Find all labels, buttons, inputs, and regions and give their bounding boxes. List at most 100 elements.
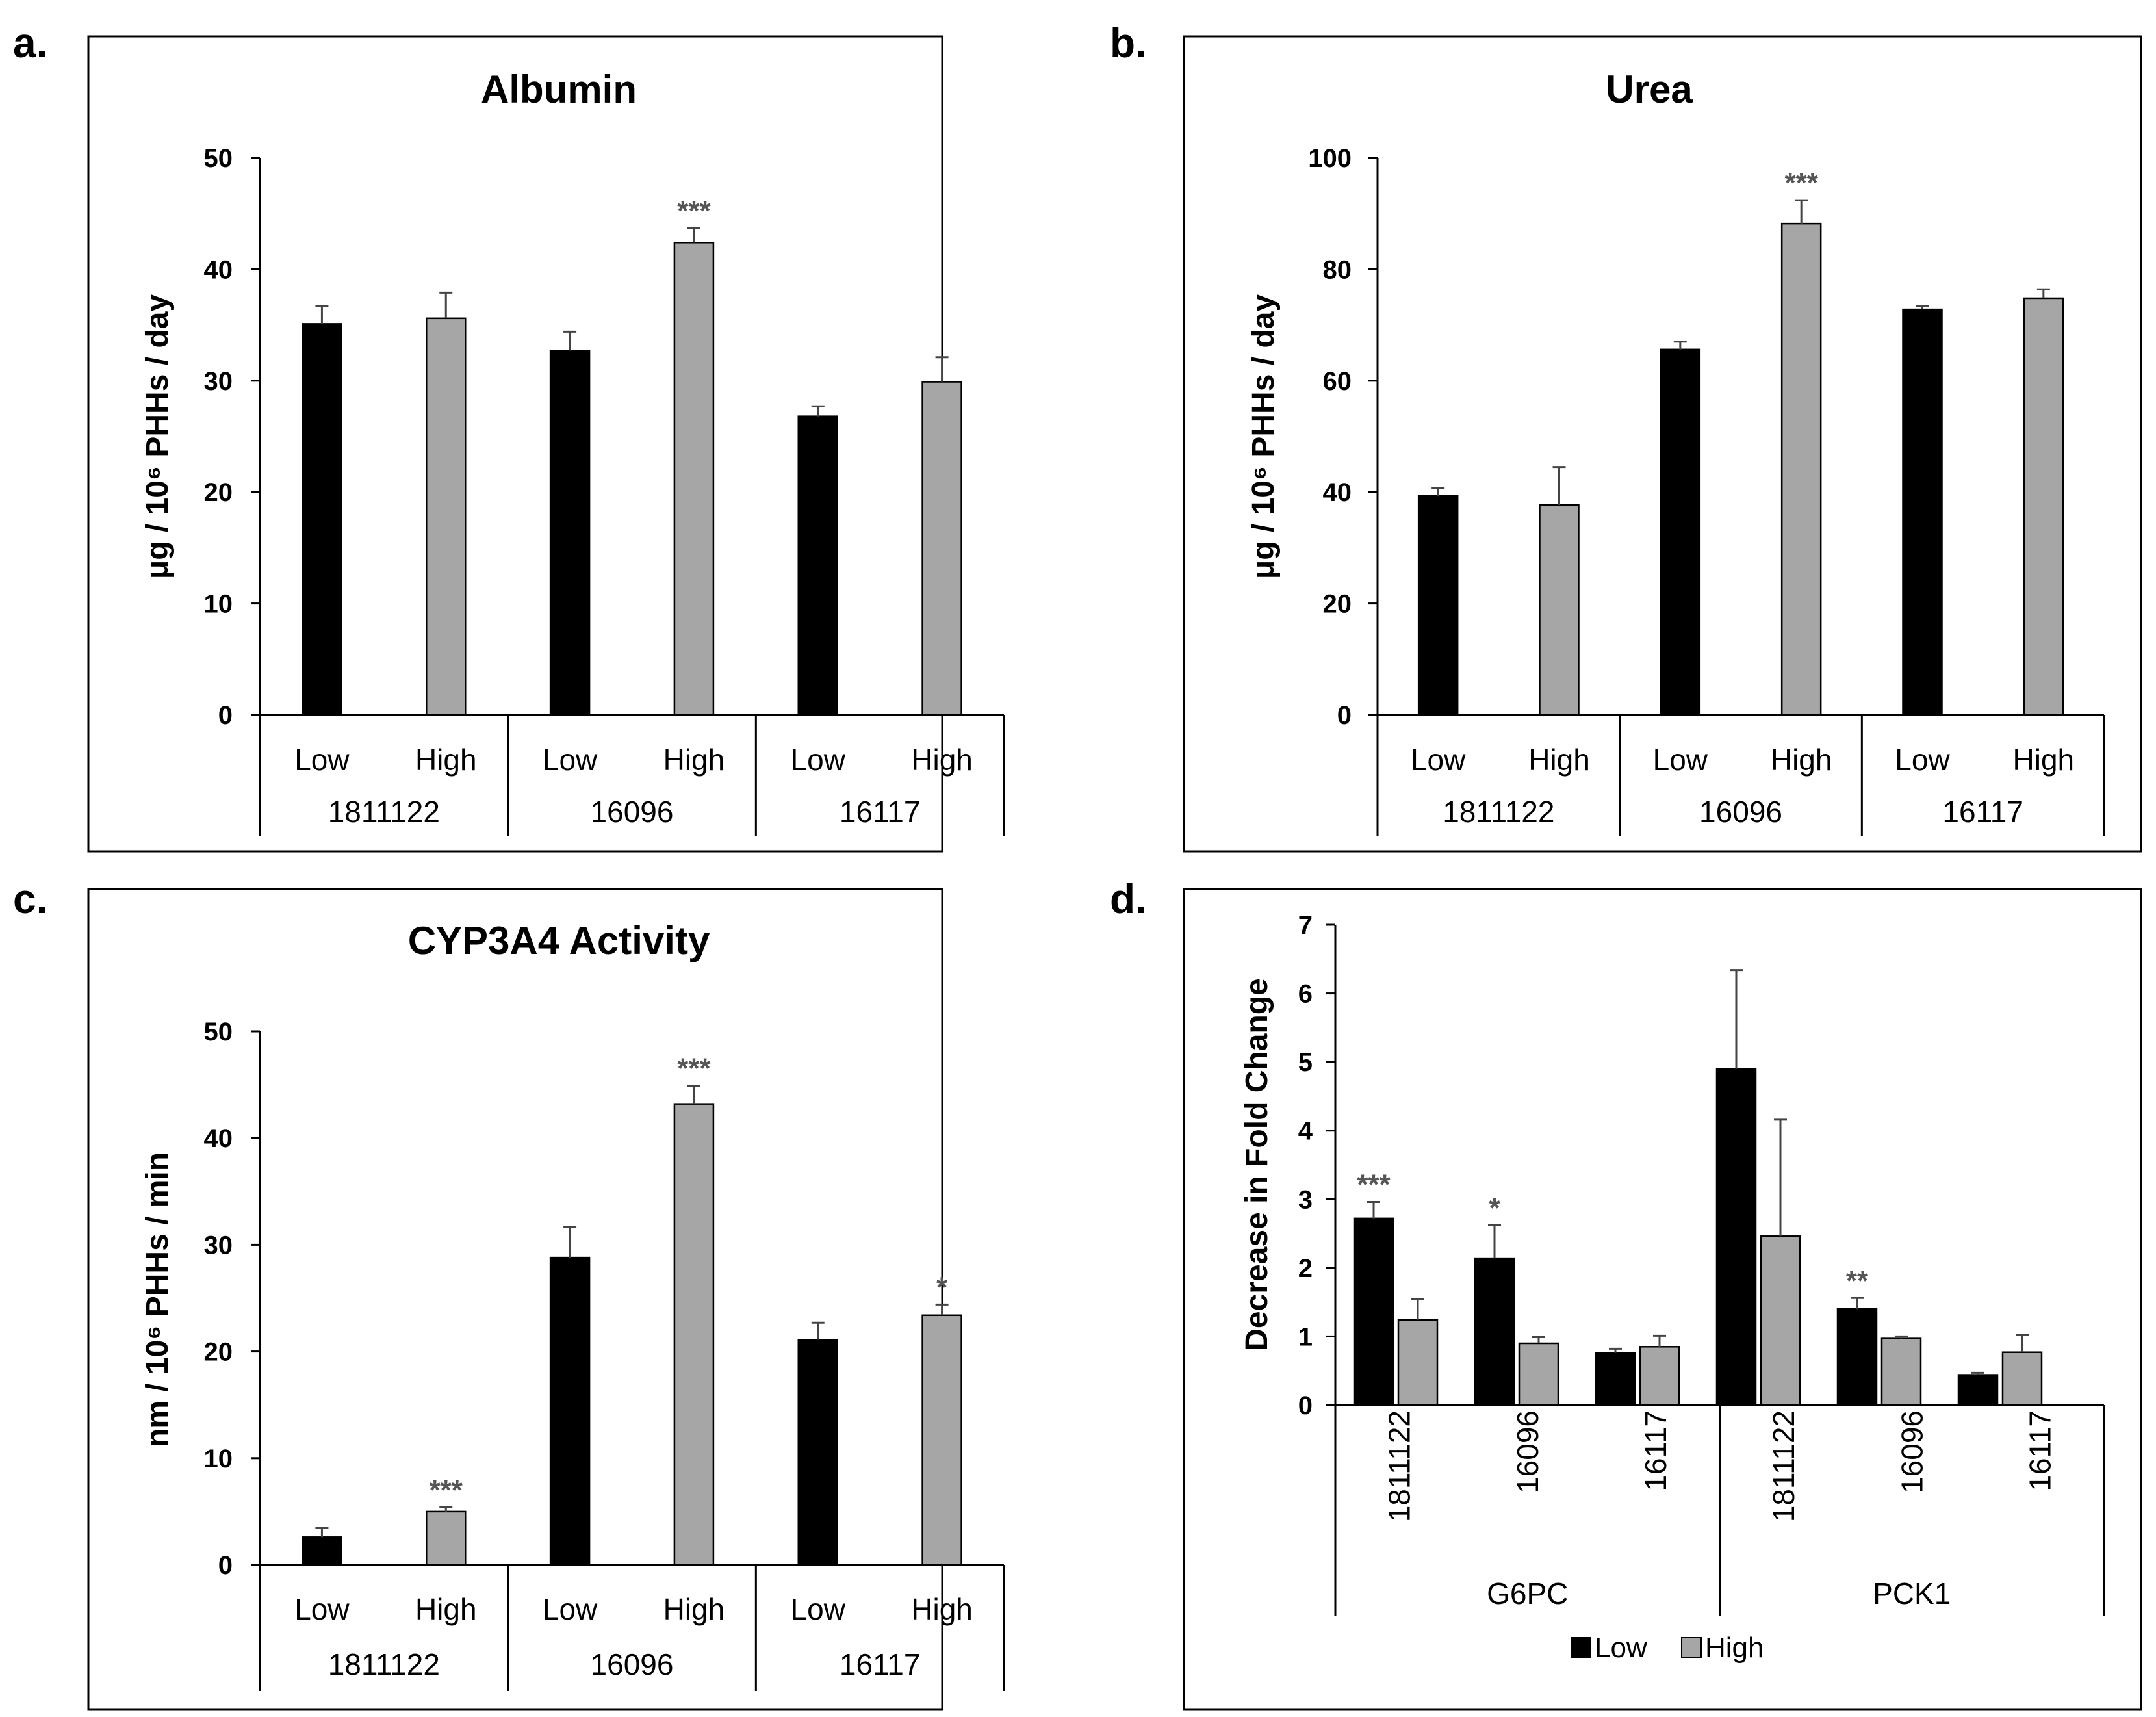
bar-low xyxy=(1474,1257,1515,1406)
bar-high xyxy=(1518,1342,1559,1406)
y-tick-label: 10 xyxy=(204,1445,233,1473)
category-label: High xyxy=(1528,743,1590,777)
y-tick-label: 20 xyxy=(1323,590,1352,619)
y-axis-label: nm / 10⁶ PHHs / min xyxy=(140,1152,175,1447)
bar-high xyxy=(1880,1337,1922,1406)
group-label: PCK1 xyxy=(1873,1577,1951,1610)
chart-title: Albumin xyxy=(481,68,637,111)
y-tick-label: 4 xyxy=(1298,1117,1313,1146)
bar-high xyxy=(1780,222,1822,716)
y-tick-label: 50 xyxy=(204,1018,233,1046)
category-label: Low xyxy=(1653,743,1708,777)
category-label: Low xyxy=(1895,743,1950,777)
group-label: 16117 xyxy=(1942,795,2023,829)
category-label: 16096 xyxy=(1895,1410,1929,1493)
significance-marker: ** xyxy=(1846,1265,1869,1297)
y-tick-label: 40 xyxy=(1323,478,1352,507)
category-label: 16117 xyxy=(2023,1410,2057,1491)
y-tick-label: 0 xyxy=(1337,701,1352,730)
category-label: High xyxy=(911,743,973,777)
category-label: High xyxy=(663,1592,725,1626)
y-tick-label: 50 xyxy=(204,144,233,173)
y-tick-label: 1 xyxy=(1298,1323,1313,1351)
category-label: Low xyxy=(791,1592,846,1626)
significance-marker: *** xyxy=(677,1053,711,1085)
bar-low xyxy=(1417,495,1459,716)
y-tick-label: 0 xyxy=(1298,1391,1313,1420)
y-tick-label: 60 xyxy=(1323,367,1352,396)
y-axis-label: μg / 10⁶ PHHs / day xyxy=(140,294,175,580)
bar-high xyxy=(1397,1319,1439,1406)
bar-high xyxy=(426,317,467,716)
bar-low xyxy=(1715,1068,1757,1406)
legend-swatch-low xyxy=(1571,1637,1591,1658)
group-label: 16117 xyxy=(840,1647,921,1681)
significance-marker: *** xyxy=(1357,1169,1391,1201)
panel-letter: d. xyxy=(1110,875,1147,922)
bar-low xyxy=(302,323,342,716)
bar-high xyxy=(426,1510,467,1566)
group-label: 1811122 xyxy=(328,795,440,829)
group-label: G6PC xyxy=(1487,1577,1568,1610)
chart-panel-1: a. Albumin 0 10 20 30 40 50 μg / 10⁶ PHHs / day *… xyxy=(13,19,1005,853)
category-label: Low xyxy=(294,743,350,777)
bar-low xyxy=(549,1256,591,1566)
bar-high xyxy=(1539,504,1580,716)
bar-low xyxy=(797,415,838,716)
panel-letter: c. xyxy=(13,875,47,922)
bar-low xyxy=(1957,1374,1999,1406)
category-label: Low xyxy=(1411,743,1466,777)
legend-label: Low xyxy=(1595,1632,1647,1664)
bar-low xyxy=(1836,1308,1878,1406)
y-tick-label: 30 xyxy=(204,367,233,396)
group-label: 1811122 xyxy=(328,1647,440,1681)
significance-marker: * xyxy=(1489,1192,1500,1224)
significance-marker: * xyxy=(936,1271,948,1303)
bar-high xyxy=(921,381,962,716)
y-tick-label: 3 xyxy=(1298,1185,1313,1214)
legend-swatch-high xyxy=(1681,1637,1702,1658)
bar-low xyxy=(1660,348,1701,716)
category-label: Low xyxy=(294,1592,350,1626)
y-tick-label: 30 xyxy=(204,1231,233,1259)
category-label: High xyxy=(911,1592,973,1626)
group-label: 16117 xyxy=(840,795,921,829)
group-label: 16096 xyxy=(591,795,674,829)
bar-high xyxy=(1639,1346,1680,1406)
panel-frame xyxy=(87,888,943,1711)
category-label: 1811122 xyxy=(1767,1410,1801,1522)
category-label: High xyxy=(1771,743,1832,777)
category-label: High xyxy=(415,743,477,777)
group-label: 16096 xyxy=(1699,795,1782,829)
y-tick-label: 20 xyxy=(204,1338,233,1367)
category-label: 1811122 xyxy=(1383,1410,1417,1522)
y-tick-label: 20 xyxy=(204,478,233,507)
category-label: High xyxy=(663,743,725,777)
y-axis-label: Decrease in Fold Change xyxy=(1240,978,1274,1351)
chart-title: Urea xyxy=(1606,68,1693,111)
significance-marker: *** xyxy=(1784,167,1818,199)
category-label: Low xyxy=(543,743,598,777)
bar-high xyxy=(1760,1235,1801,1406)
legend-label: High xyxy=(1705,1632,1764,1664)
group-label: 16096 xyxy=(591,1647,674,1681)
bar-high xyxy=(921,1314,962,1566)
panel-letter: a. xyxy=(13,19,47,66)
significance-marker: *** xyxy=(677,195,711,227)
y-tick-label: 100 xyxy=(1308,144,1352,173)
y-axis-label: μg / 10⁶ PHHs / day xyxy=(1246,294,1281,580)
bar-high xyxy=(2023,297,2064,716)
y-tick-label: 40 xyxy=(204,1124,233,1153)
category-label: Low xyxy=(543,1592,598,1626)
category-label: 16096 xyxy=(1511,1410,1545,1493)
y-tick-label: 80 xyxy=(1323,255,1352,284)
bar-low xyxy=(797,1339,838,1566)
y-tick-label: 6 xyxy=(1298,980,1313,1009)
bar-low xyxy=(549,350,591,716)
y-tick-label: 2 xyxy=(1298,1254,1313,1283)
bar-high xyxy=(673,1103,715,1566)
y-tick-label: 5 xyxy=(1298,1048,1313,1077)
bar-high xyxy=(2001,1351,2043,1406)
bar-low xyxy=(1353,1217,1394,1406)
